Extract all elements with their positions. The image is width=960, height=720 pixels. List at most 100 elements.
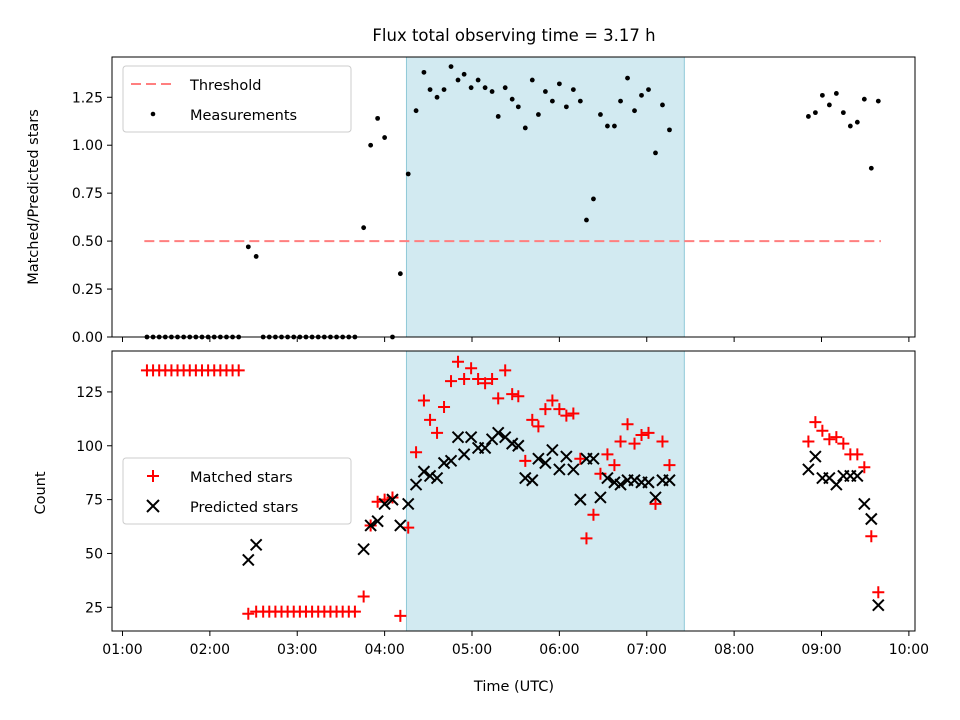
predicted-star-point [378,497,391,511]
measurement-point [861,96,867,102]
y-tick-label: 0.25 [72,282,103,298]
y-tick-label: 100 [76,439,103,455]
matched-star-point [242,607,255,620]
predicted-star-point [519,471,532,485]
measurement-point [253,254,259,259]
predicted-star-point [242,553,255,567]
bottom-shaded-interval [405,350,685,632]
measurement-point [612,123,617,129]
measurement-point [840,110,846,116]
bottom-y-axis: 25 50 75 100 125 [76,385,112,616]
matched-star-point [830,431,843,444]
matched-star-point [348,605,361,618]
y-tick-label: 0.50 [72,234,103,250]
y-tick-label: 1.25 [72,90,103,106]
matched-star-point [663,459,676,472]
matched-star-point [402,521,415,534]
measurement-point [805,114,811,119]
x-tick-label: 02:00 [190,642,230,658]
predicted-star-point [430,471,444,485]
predicted-star-point [851,469,864,483]
predicted-star-point [574,493,587,506]
predicted-star-point [560,450,573,463]
matched-star-point [506,388,519,401]
measurement-point [542,89,548,94]
matched-star-point [656,435,669,448]
y-tick-label: 0.75 [72,186,103,202]
measurement-point [522,125,528,131]
threshold-legend-label: Threshold [189,78,261,94]
measurement-point [375,115,381,121]
measurement-point [461,71,467,77]
predicted-star-point [809,450,822,463]
predicted-star-point [587,452,600,465]
predicted-star-point [249,538,263,552]
matched-star-point [394,609,407,622]
measurement-point [632,108,637,114]
chart-title: Flux total observing time = 3.17 h [372,26,655,45]
measurement-point [455,77,461,83]
bottom-panel: 25 50 75 100 125 01:00 02:00 03:00 04:00 05:00 06… [33,350,929,695]
measurement-point [563,104,569,110]
measurement-point [489,89,495,94]
measurement-point [482,85,488,91]
matched-star-point [438,401,451,413]
measurement-point [382,135,388,140]
matched-star-point [649,497,662,510]
predicted-star-point [539,456,552,470]
matched-star-point [431,426,444,439]
top-legend: Threshold Measurements [122,65,352,133]
measurement-point [421,69,427,75]
predicted-star-point [492,426,505,440]
matched-star-point [424,413,437,426]
predicted-star-point [628,474,641,487]
x-tick-label: 04:00 [364,642,404,658]
measurement-point [812,110,818,116]
x-tick-label: 01:00 [102,642,142,658]
predicted-stars-series [242,426,885,612]
measurements-legend-label: Measurements [190,108,297,124]
matched-star-point [823,433,836,446]
measurement-point [427,87,433,93]
y-tick-label: 125 [76,385,103,401]
top-x-axis [121,337,910,342]
measurement-point [591,196,596,202]
predicted-star-point [371,514,384,528]
measurement-point [875,98,881,104]
measurement-point [570,87,576,93]
measurement-point [502,85,508,91]
x-tick-label: 10:00 [889,642,929,658]
measurement-point [646,87,651,93]
matched-star-point [601,448,614,461]
predicted-star-point [451,430,465,444]
predicted-star-point [858,497,871,511]
measurement-point [448,64,454,69]
measurement-point [245,244,251,250]
x-tick-label: 03:00 [277,642,317,658]
predicted-star-point [553,463,566,476]
matched-star-point [858,461,871,474]
measurement-point [495,114,501,119]
x-tick-label: 08:00 [714,642,754,658]
measurement-point [361,225,367,231]
bottom-series [140,355,885,622]
matched-star-point [486,373,499,385]
predicted-star-point [601,471,614,485]
matched-star-point [526,413,539,426]
measurement-point [475,77,481,83]
x-tick-label: 09:00 [801,642,841,658]
measurement-point [368,142,374,148]
measurement-point [577,98,583,104]
predicted-star-point [830,478,843,491]
predicted-star-point [649,491,662,504]
matched-star-point [472,373,485,385]
y-tick-label: 75 [85,493,103,509]
bottom-legend-box [122,457,352,525]
predicted-star-point [546,443,559,457]
matched-star-point [499,364,512,377]
top-y-axis-label: Matched/Predicted stars [26,109,42,285]
bottom-plot-frame [111,350,916,632]
matched-star-point [445,375,458,388]
matched-star-point [851,448,864,461]
matched-star-point [872,586,885,599]
